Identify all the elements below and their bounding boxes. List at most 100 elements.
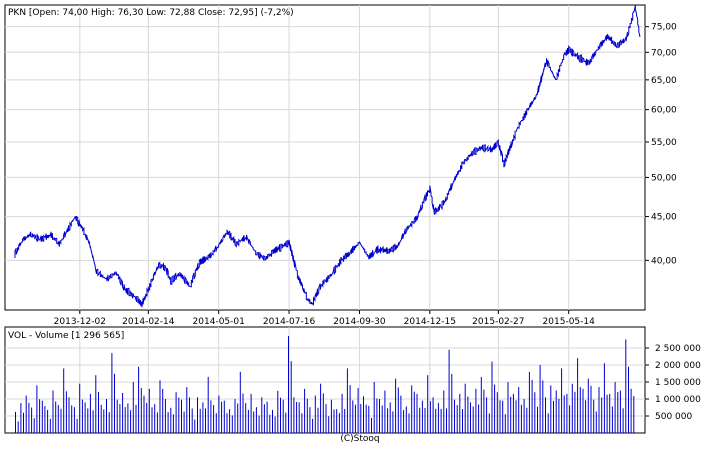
volume-bar	[542, 380, 544, 433]
volume-bar	[336, 409, 338, 433]
volume-bar	[446, 408, 447, 433]
volume-bar	[114, 373, 115, 433]
volume-bar	[234, 399, 236, 433]
volume-bar	[288, 336, 289, 433]
volume-bar	[119, 404, 121, 433]
volume-bar	[272, 409, 273, 433]
volume-bar	[443, 390, 445, 433]
volume-bar	[354, 404, 356, 433]
volume-bar	[475, 388, 477, 433]
volume-bar	[400, 395, 402, 433]
volume-bar	[526, 407, 528, 433]
volume-bar	[239, 371, 241, 433]
volume-bar	[459, 393, 461, 433]
volume-bar	[73, 407, 75, 433]
volume-bar	[98, 392, 99, 433]
volume-bar	[135, 404, 137, 433]
volume-bar	[411, 385, 413, 433]
price-series-line	[14, 4, 641, 308]
volume-bar	[558, 398, 560, 433]
volume-bar	[175, 392, 177, 433]
volume-bar	[23, 412, 24, 433]
volume-bar	[424, 408, 426, 433]
volume-bar	[333, 409, 335, 433]
volume-bar	[413, 391, 415, 433]
volume-bar	[515, 400, 517, 433]
volume-bar	[349, 385, 351, 433]
price-y-tick-label: 65,00	[651, 76, 677, 86]
volume-bar	[170, 407, 172, 433]
volume-bar	[306, 398, 308, 433]
price-y-ticks: 75,00 70,00 65,00 60,00 55,00 50,00 45,00 40,00	[645, 23, 677, 266]
volume-bar	[518, 387, 520, 433]
volume-bar	[547, 413, 549, 433]
volume-bar	[218, 395, 220, 433]
volume-bar	[296, 402, 298, 433]
volume-bar	[416, 393, 418, 433]
volume-bar	[207, 376, 209, 433]
volume-bar	[561, 368, 563, 433]
volume-bar	[467, 396, 469, 433]
volume-bar	[261, 397, 263, 433]
volume-bar	[15, 411, 16, 433]
volume-bar	[293, 397, 295, 433]
volume-bar	[421, 400, 423, 433]
volume-bar	[162, 388, 164, 433]
volume-bar	[65, 391, 67, 433]
volume-bar	[95, 375, 97, 433]
volume-bar	[451, 373, 453, 433]
volume-bar	[60, 408, 62, 433]
volume-bar	[231, 415, 233, 433]
volume-bar	[258, 415, 260, 433]
price-x-tick-label: 2014-05-01	[193, 317, 245, 327]
volume-bars	[15, 336, 635, 433]
volume-bar	[314, 395, 316, 433]
volume-bar	[317, 407, 319, 433]
volume-bar	[488, 413, 490, 433]
volume-bar	[344, 409, 346, 433]
volume-bar	[435, 408, 437, 433]
price-y-tick-label: 45,00	[651, 213, 677, 223]
volume-bar	[478, 404, 480, 433]
volume-bar	[84, 402, 86, 433]
volume-bar	[140, 388, 142, 433]
volume-bar	[269, 414, 271, 433]
price-x-tick-label: 2014-09-30	[333, 317, 386, 327]
price-y-tick-label: 50,00	[651, 173, 677, 183]
volume-bar	[537, 406, 538, 433]
volume-bar	[582, 388, 584, 433]
volume-bar	[429, 401, 431, 433]
volume-bar	[379, 399, 380, 433]
volume-bar	[368, 405, 370, 433]
volume-bar	[593, 399, 595, 433]
volume-bar	[598, 387, 600, 433]
volume-bar	[210, 400, 212, 433]
volume-bar	[143, 395, 145, 433]
volume-bar	[79, 383, 81, 433]
volume-bar	[103, 409, 105, 433]
volume-bar	[127, 403, 129, 433]
volume-bar	[87, 408, 89, 433]
volume-bar	[432, 397, 434, 433]
volume-bar	[611, 406, 613, 433]
volume-bar	[563, 395, 565, 433]
volume-bar	[172, 414, 174, 433]
volume-bar	[520, 404, 522, 433]
volume-bar	[301, 413, 303, 433]
volume-bar	[566, 393, 568, 433]
price-header: PKN [Open: 74,00 High: 76,30 Low: 72,88 …	[8, 8, 294, 18]
volume-bar	[486, 397, 488, 433]
volume-bar	[215, 413, 217, 433]
volume-bar	[154, 404, 156, 433]
volume-header: VOL - Volume [1 296 565]	[8, 331, 124, 341]
volume-bar	[528, 371, 530, 433]
volume-y-tick-label: 2 000 000	[655, 361, 701, 371]
volume-bar	[352, 400, 354, 433]
volume-bar	[387, 408, 389, 433]
volume-bar	[365, 404, 367, 433]
volume-bar	[464, 383, 466, 433]
volume-bar	[595, 411, 597, 433]
volume-bar	[226, 413, 228, 433]
price-x-tick-label: 2014-12-15	[404, 317, 456, 327]
